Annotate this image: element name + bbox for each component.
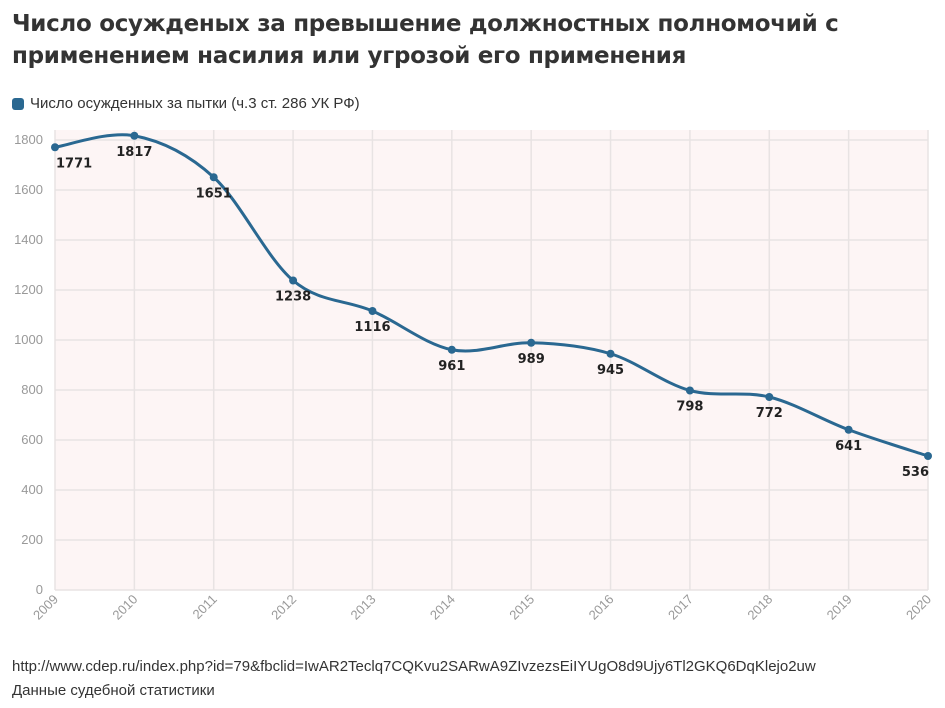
grid [54, 130, 929, 591]
data-label: 641 [835, 439, 862, 454]
x-tick-label: 2017 [665, 592, 696, 623]
series [51, 131, 932, 460]
data-labels: 1771 1817 1651 1238 1116 961 989 945 798 772 641 53… [56, 145, 929, 480]
data-point [289, 276, 298, 285]
series-line [54, 133, 929, 458]
x-tick-label: 2018 [744, 592, 775, 623]
x-tick-label: 2019 [824, 592, 855, 623]
data-point [765, 393, 774, 401]
x-tick-label: 2012 [268, 592, 299, 623]
data-point [527, 338, 536, 347]
data-label: 1817 [116, 145, 152, 160]
chart-title: Число осужденых за превышение должностны… [12, 11, 839, 69]
data-point [606, 349, 615, 358]
x-tick-label: 2010 [109, 592, 140, 623]
data-point [447, 345, 456, 354]
y-tick-label: 1200 [14, 282, 43, 297]
data-label: 1771 [56, 156, 92, 171]
data-label: 772 [756, 406, 783, 421]
x-tick-label: 2011 [189, 592, 219, 622]
x-tick-label: 2009 [30, 592, 61, 623]
data-label: 1238 [275, 290, 311, 305]
y-tick-label: 1000 [14, 332, 43, 347]
x-tick-label: 2016 [586, 592, 617, 623]
data-label: 989 [518, 352, 545, 367]
data-label: 1116 [354, 320, 390, 335]
data-point [368, 307, 377, 315]
x-tick-label: 2020 [903, 592, 934, 623]
plot-background [55, 130, 928, 590]
data-point [130, 131, 139, 140]
y-tick-label: 0 [36, 582, 43, 597]
x-tick-label: 2013 [348, 592, 379, 623]
x-tick-label: 2014 [427, 592, 458, 623]
data-point [844, 425, 853, 434]
y-tick-label: 400 [21, 482, 43, 497]
data-label: 536 [902, 465, 929, 480]
data-label: 1651 [196, 186, 232, 201]
legend[interactable]: Число осужденных за пытки (ч.3 ст. 286 У… [12, 95, 360, 112]
data-point [924, 452, 932, 460]
y-tick-label: 1600 [14, 182, 43, 197]
data-label: 798 [676, 400, 703, 415]
source-url[interactable]: http://www.cdep.ru/index.php?id=79&fbcli… [12, 658, 816, 675]
y-tick-label: 200 [21, 532, 43, 547]
data-label: 961 [438, 359, 465, 374]
legend-label: Число осужденных за пытки (ч.3 ст. 286 У… [30, 95, 360, 112]
source-note: Данные судебной статистики [12, 682, 215, 699]
y-tick-label: 600 [21, 432, 43, 447]
x-tick-label: 2015 [506, 592, 537, 623]
line-chart: 0 200 400 600 800 1000 1200 1400 1600 1800 2009 201… [14, 130, 934, 623]
data-point [685, 386, 694, 395]
legend-swatch [12, 97, 24, 110]
y-tick-label: 1400 [14, 232, 43, 247]
data-label: 945 [597, 363, 624, 378]
data-point [51, 143, 59, 152]
y-tick-label: 800 [21, 382, 43, 397]
y-tick-label: 1800 [14, 132, 43, 147]
data-point [209, 173, 218, 182]
